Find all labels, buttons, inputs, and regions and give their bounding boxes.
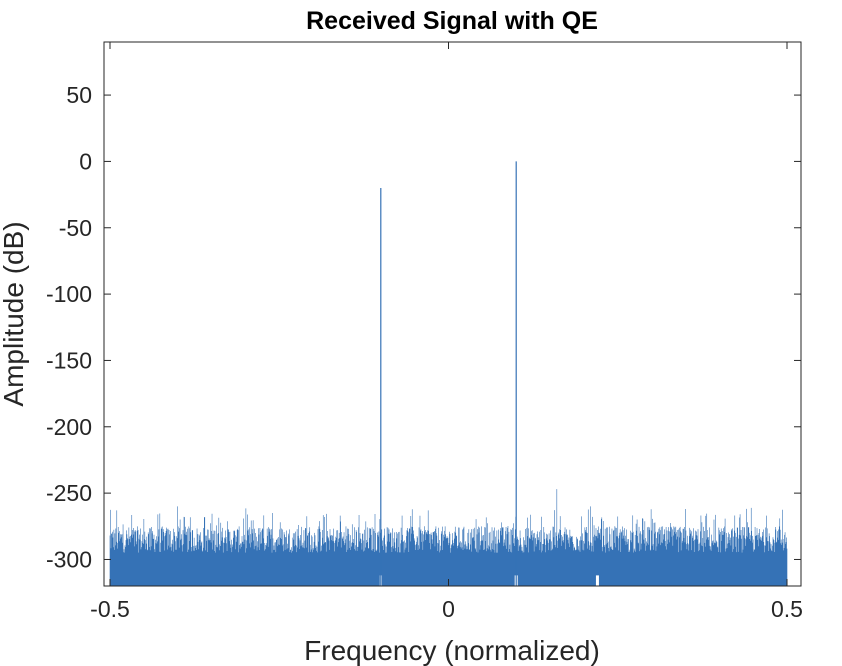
noise-gap — [595, 575, 599, 586]
x-tick-label: -0.5 — [90, 596, 130, 622]
y-tick-label: -250 — [46, 480, 92, 506]
axes-box — [103, 41, 802, 587]
x-tick-label: 0 — [442, 596, 455, 622]
x-axis-label: Frequency (normalized) — [304, 635, 600, 666]
y-tick-label: -300 — [46, 546, 92, 572]
y-tick-label: -50 — [59, 215, 92, 241]
axis-ticks: -0.5 0 0.5 50 0 -50 -100 -150 -200 -250 -300 — [46, 42, 803, 622]
y-axis-label: Amplitude (dB) — [0, 221, 29, 406]
noise-floor-series — [109, 489, 788, 586]
y-tick-label: -200 — [46, 414, 92, 440]
y-tick-label: -150 — [46, 347, 92, 373]
chart-title: Received Signal with QE — [306, 7, 598, 35]
y-tick-label: 0 — [79, 148, 92, 174]
plot-area — [109, 161, 788, 586]
x-tick-label: 0.5 — [771, 596, 803, 622]
y-tick-label: 50 — [66, 82, 92, 108]
y-tick-label: -100 — [46, 281, 92, 307]
